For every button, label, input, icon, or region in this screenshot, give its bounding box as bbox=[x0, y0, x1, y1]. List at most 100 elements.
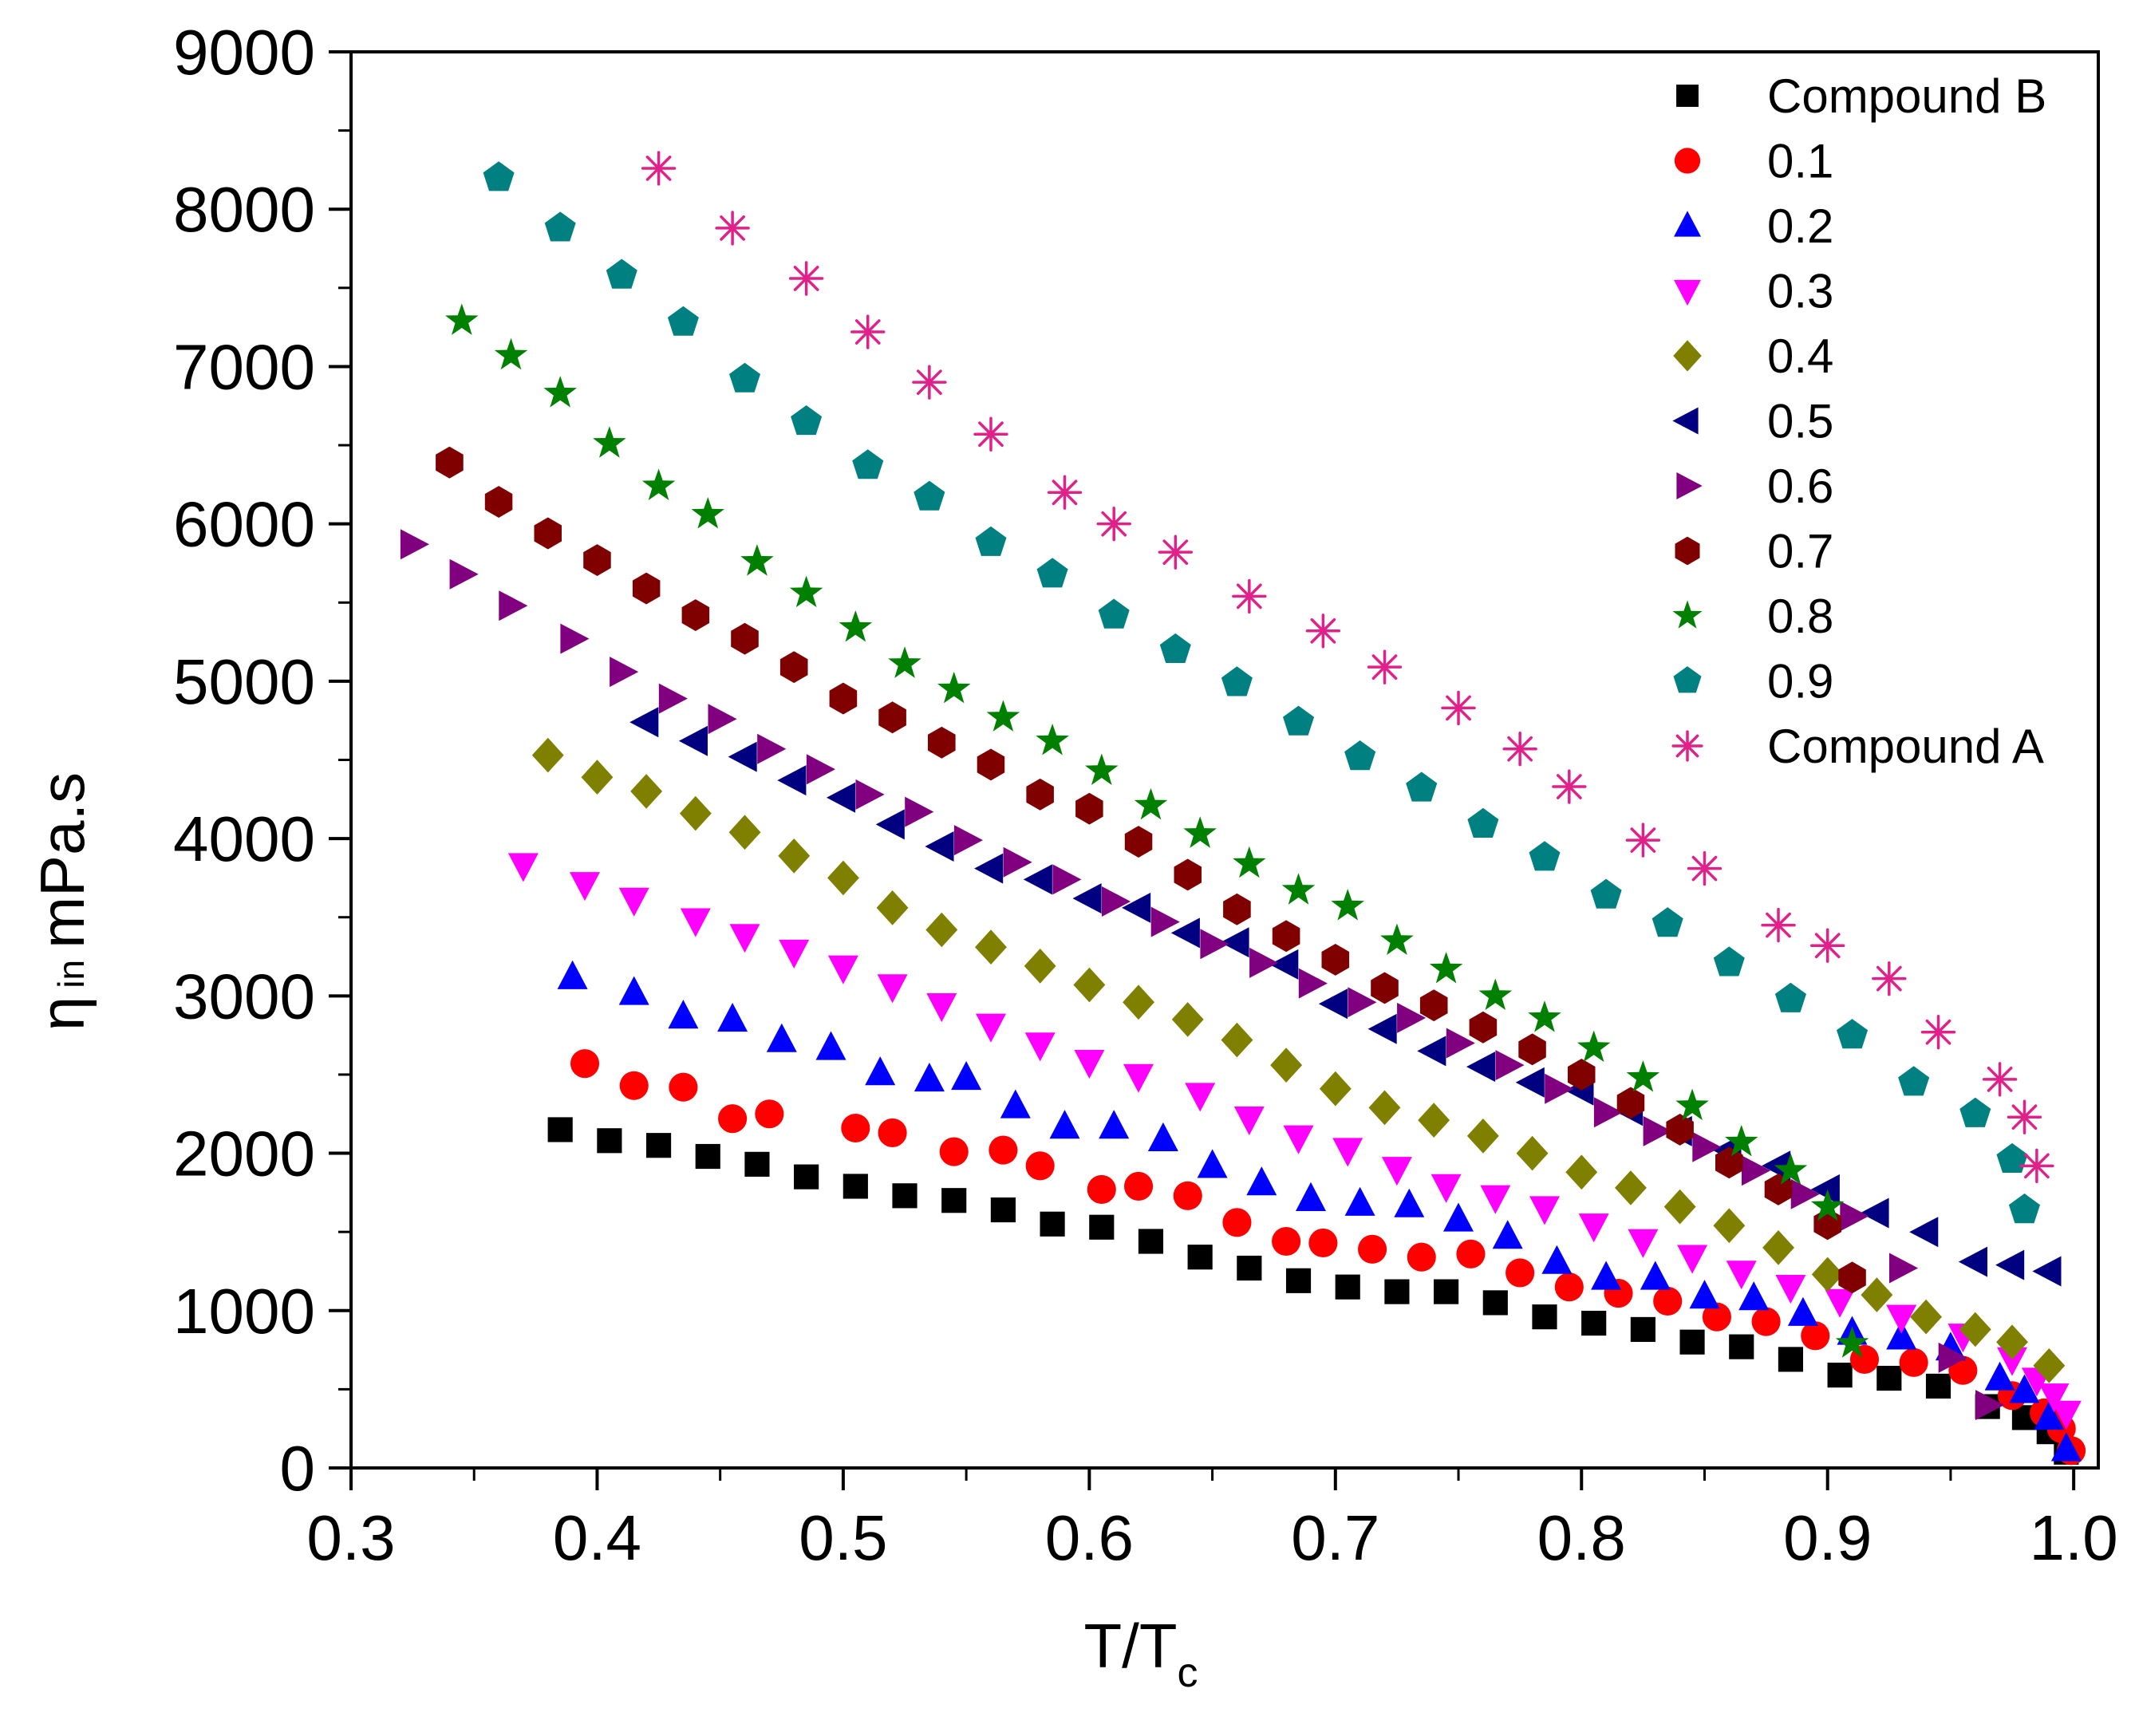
data-point bbox=[668, 1000, 699, 1029]
data-point bbox=[717, 1003, 748, 1032]
data-point bbox=[939, 1137, 969, 1166]
data-point bbox=[1568, 1059, 1596, 1091]
data-point bbox=[619, 1071, 649, 1100]
data-point bbox=[1702, 1302, 1731, 1332]
y-tick-label: 7000 bbox=[173, 331, 315, 402]
data-point bbox=[925, 831, 954, 862]
legend-label: 0.2 bbox=[1767, 199, 1833, 253]
data-point bbox=[941, 1188, 967, 1213]
data-point bbox=[630, 774, 663, 809]
data-point bbox=[1024, 949, 1056, 984]
legend-label: 0.8 bbox=[1767, 590, 1833, 643]
data-point bbox=[557, 960, 588, 989]
data-point bbox=[1751, 1307, 1781, 1336]
data-point bbox=[878, 1118, 907, 1147]
data-point bbox=[1529, 841, 1561, 871]
legend-item: Compound B bbox=[1676, 69, 2046, 123]
x-tick-label: 0.8 bbox=[1537, 1502, 1626, 1573]
data-point bbox=[975, 929, 1007, 965]
data-point bbox=[1545, 1073, 1574, 1104]
data-point bbox=[1775, 1275, 1806, 1304]
data-point bbox=[1591, 1261, 1622, 1290]
series-0-6 bbox=[400, 529, 2005, 1421]
data-point bbox=[1085, 753, 1119, 785]
data-point bbox=[1778, 1347, 1804, 1372]
data-point bbox=[912, 365, 947, 400]
data-point bbox=[1319, 1071, 1352, 1107]
data-point bbox=[1876, 1366, 1902, 1391]
y-tick-label: 5000 bbox=[173, 646, 315, 717]
data-point bbox=[1835, 1326, 1869, 1358]
legend-item: 0.7 bbox=[1675, 525, 1833, 578]
data-point bbox=[1089, 1214, 1115, 1240]
data-point bbox=[1532, 1304, 1557, 1330]
data-point bbox=[1074, 1050, 1105, 1079]
data-point bbox=[1653, 1286, 1683, 1316]
data-point bbox=[1381, 1157, 1412, 1186]
data-point bbox=[507, 853, 539, 882]
data-point bbox=[547, 1117, 573, 1142]
data-point bbox=[1554, 1272, 1584, 1302]
data-point bbox=[1270, 1048, 1303, 1083]
legend-marker bbox=[1676, 472, 1703, 499]
data-point bbox=[839, 610, 873, 642]
data-point bbox=[718, 1104, 748, 1134]
data-point bbox=[1666, 1114, 1694, 1146]
data-point bbox=[1898, 1066, 1930, 1096]
data-point bbox=[1811, 1257, 1844, 1292]
data-point bbox=[791, 405, 823, 436]
data-point bbox=[1827, 1363, 1853, 1388]
data-point bbox=[715, 211, 750, 246]
x-tick-label: 0.7 bbox=[1291, 1502, 1379, 1573]
data-point bbox=[757, 733, 787, 764]
data-point bbox=[731, 622, 759, 655]
data-point bbox=[494, 337, 528, 370]
data-point bbox=[1052, 864, 1082, 895]
data-point bbox=[1616, 1087, 1645, 1119]
data-point bbox=[829, 682, 858, 715]
series-compound-b bbox=[547, 1117, 2079, 1465]
data-point bbox=[815, 1031, 846, 1060]
data-point bbox=[570, 1049, 600, 1079]
data-point bbox=[1394, 1188, 1425, 1217]
data-point bbox=[1384, 1279, 1410, 1304]
data-point bbox=[777, 765, 807, 796]
data-point bbox=[499, 590, 528, 621]
data-point bbox=[1220, 927, 1249, 958]
data-point bbox=[1663, 1189, 1696, 1225]
data-point bbox=[1159, 633, 1191, 663]
data-point bbox=[1072, 883, 1102, 914]
data-point bbox=[484, 486, 513, 518]
data-point bbox=[1348, 987, 1377, 1018]
data-point bbox=[914, 1063, 945, 1092]
data-point bbox=[658, 683, 688, 714]
data-point bbox=[1529, 1196, 1560, 1225]
data-point bbox=[728, 741, 757, 772]
data-point bbox=[1528, 1000, 1561, 1032]
data-point bbox=[681, 599, 710, 631]
legend-label: 0.6 bbox=[1767, 460, 1833, 513]
data-point bbox=[1223, 893, 1251, 925]
data-point bbox=[1810, 928, 1845, 963]
data-point bbox=[1578, 1213, 1609, 1243]
data-point bbox=[755, 1099, 784, 1129]
data-point bbox=[1321, 944, 1350, 976]
data-point bbox=[618, 976, 649, 1005]
data-point bbox=[1997, 1347, 2027, 1376]
data-point bbox=[1025, 1151, 1055, 1181]
data-point bbox=[1518, 1033, 1546, 1066]
data-point bbox=[1434, 1279, 1459, 1304]
data-point bbox=[1406, 771, 1438, 802]
data-point bbox=[888, 646, 921, 678]
y-axis-title: η in mPa.s bbox=[27, 772, 97, 1031]
data-point bbox=[1272, 1226, 1301, 1257]
data-point bbox=[1441, 690, 1476, 726]
tick-labels: 0.3 0.4 0.5 0.6 0.7 0.8 0.9 1.0 0 1000 2000 3000 400… bbox=[173, 17, 2118, 1573]
data-point bbox=[1552, 769, 1587, 804]
data-point bbox=[1725, 1124, 1758, 1157]
y-tick-label: 4000 bbox=[173, 803, 315, 874]
data-point bbox=[1729, 1334, 1754, 1359]
series-0-8 bbox=[445, 303, 1869, 1358]
data-point bbox=[1099, 1110, 1130, 1139]
data-point bbox=[855, 779, 885, 810]
